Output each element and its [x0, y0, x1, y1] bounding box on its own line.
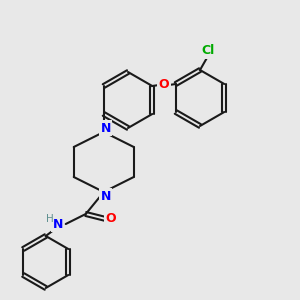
Text: N: N: [100, 122, 111, 134]
Text: N: N: [52, 218, 63, 230]
Text: Cl: Cl: [201, 44, 214, 58]
Text: O: O: [105, 212, 116, 226]
Text: H: H: [46, 214, 54, 224]
Text: N: N: [100, 190, 111, 202]
Text: O: O: [159, 79, 169, 92]
